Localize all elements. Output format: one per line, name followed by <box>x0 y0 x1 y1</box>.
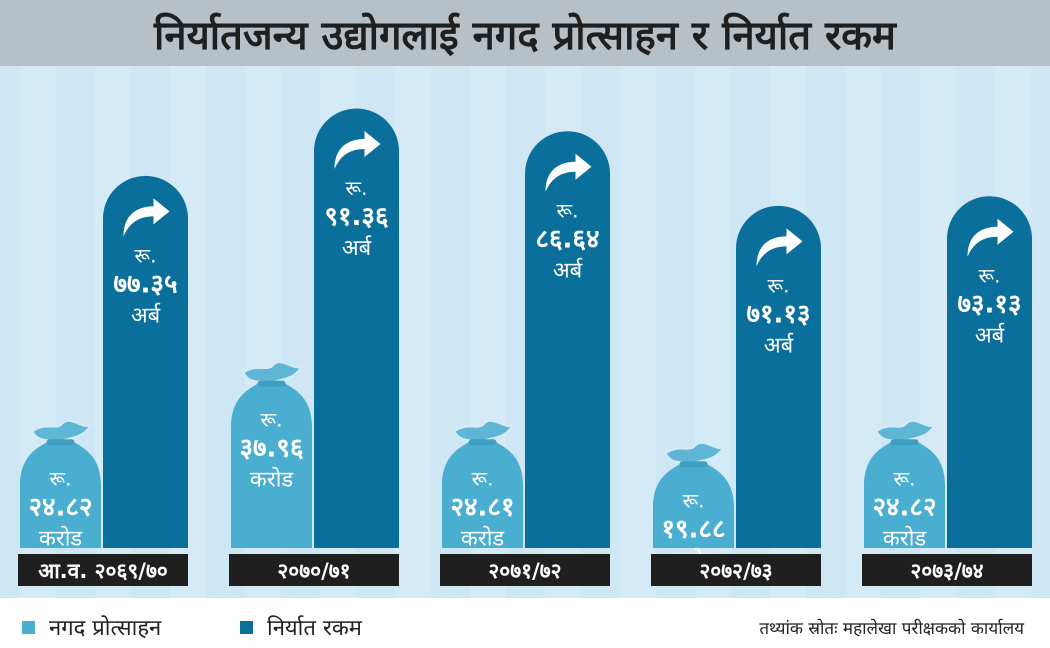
cash-unit-label: करोड <box>883 525 927 551</box>
category-label: २०७२/७३ <box>699 559 772 583</box>
legend-cash-label: नगद प्रोत्साहन <box>49 616 162 641</box>
export-prefix-label: रू. <box>768 273 790 297</box>
cash-bar <box>442 441 523 548</box>
export-unit-label: अर्ब <box>342 235 372 261</box>
background-stripe <box>620 66 656 598</box>
legend-export-swatch <box>240 620 253 634</box>
export-unit-label: अर्ब <box>764 332 794 358</box>
legend-export-label: निर्यात रकम <box>267 616 362 641</box>
export-value-label: ७१.१३ <box>747 299 811 329</box>
export-bar <box>947 196 1032 548</box>
cash-prefix-label: रू. <box>50 466 72 490</box>
curved-arrow-icon <box>334 131 381 170</box>
category-label: २०७३/७४ <box>910 559 983 583</box>
curved-arrow-icon <box>967 218 1014 257</box>
year-box <box>440 554 610 586</box>
cash-prefix-label: रू. <box>472 466 494 490</box>
curved-arrow-icon <box>756 228 803 267</box>
background-stripe <box>395 66 431 598</box>
cash-value-label: २४.८१ <box>451 492 515 522</box>
money-bag-tie <box>679 461 708 468</box>
money-bag-tie <box>468 439 497 446</box>
export-prefix-label: रू. <box>979 264 1001 288</box>
curved-arrow-icon <box>545 153 592 192</box>
cash-unit-label: करोड <box>39 525 83 551</box>
year-box <box>229 554 399 586</box>
export-bar <box>103 175 188 548</box>
cash-unit-label: करोड <box>250 467 294 493</box>
source-note: तथ्यांक स्रोतः महालेखा परीक्षकको कार्याल… <box>759 619 1024 639</box>
money-bag-tie <box>46 439 75 446</box>
plot-area: रू. ७७.३५ अर्ब रू. २४.८२ करोड आ.व. २०६९/७० रू. ९… <box>0 66 1050 598</box>
export-bar <box>525 131 610 548</box>
category-label: आ.व. २०६९/७० <box>38 559 168 583</box>
legend-cash: नगद प्रोत्साहन <box>22 612 161 642</box>
export-unit-label: अर्ब <box>975 323 1005 349</box>
title-bar: निर्यातजन्य उद्योगलाई नगद प्रोत्साहन र न… <box>0 0 1050 66</box>
year-box <box>18 554 188 586</box>
cash-prefix-label: रू. <box>683 488 705 512</box>
cash-bar <box>231 382 312 548</box>
category-label: २०७१/७२ <box>488 559 561 583</box>
cash-prefix-label: रू. <box>894 466 916 490</box>
cash-value-label: ३७.९६ <box>240 434 304 464</box>
export-prefix-label: रू. <box>557 199 579 223</box>
cash-bar <box>864 441 945 548</box>
cash-bar <box>20 441 101 548</box>
export-value-label: ७७.३५ <box>114 269 178 299</box>
curved-arrow-icon <box>123 198 170 237</box>
export-value-label: ८६.६४ <box>536 225 600 255</box>
legend-export: निर्यात रकम <box>240 612 362 642</box>
export-value-label: ९१.३६ <box>325 202 389 232</box>
export-value-label: ७३.१३ <box>958 290 1022 320</box>
money-bag-tie <box>257 380 286 387</box>
export-unit-label: अर्ब <box>131 302 161 328</box>
cash-unit-label: करोड <box>461 525 505 551</box>
year-box <box>862 554 1032 586</box>
export-prefix-label: रू. <box>346 176 368 200</box>
cash-value-label: २४.८२ <box>29 492 93 522</box>
money-bag-tie <box>890 439 919 446</box>
legend-cash-swatch <box>22 620 35 634</box>
cash-bar <box>653 463 734 548</box>
category-label: २०७०/७१ <box>277 559 350 583</box>
cash-value-label: १९.८८ <box>662 514 726 544</box>
year-box <box>651 554 821 586</box>
export-unit-label: अर्ब <box>553 258 583 284</box>
cash-prefix-label: रू. <box>261 408 283 432</box>
export-prefix-label: रू. <box>135 243 157 267</box>
export-bar <box>314 108 399 548</box>
chart-title: निर्यातजन्य उद्योगलाई नगद प्रोत्साहन र न… <box>154 13 896 59</box>
export-bar <box>736 205 821 548</box>
cash-value-label: २४.८२ <box>873 492 937 522</box>
footer: नगद प्रोत्साहन निर्यात रकम तथ्यांक स्रोत… <box>0 598 1050 648</box>
